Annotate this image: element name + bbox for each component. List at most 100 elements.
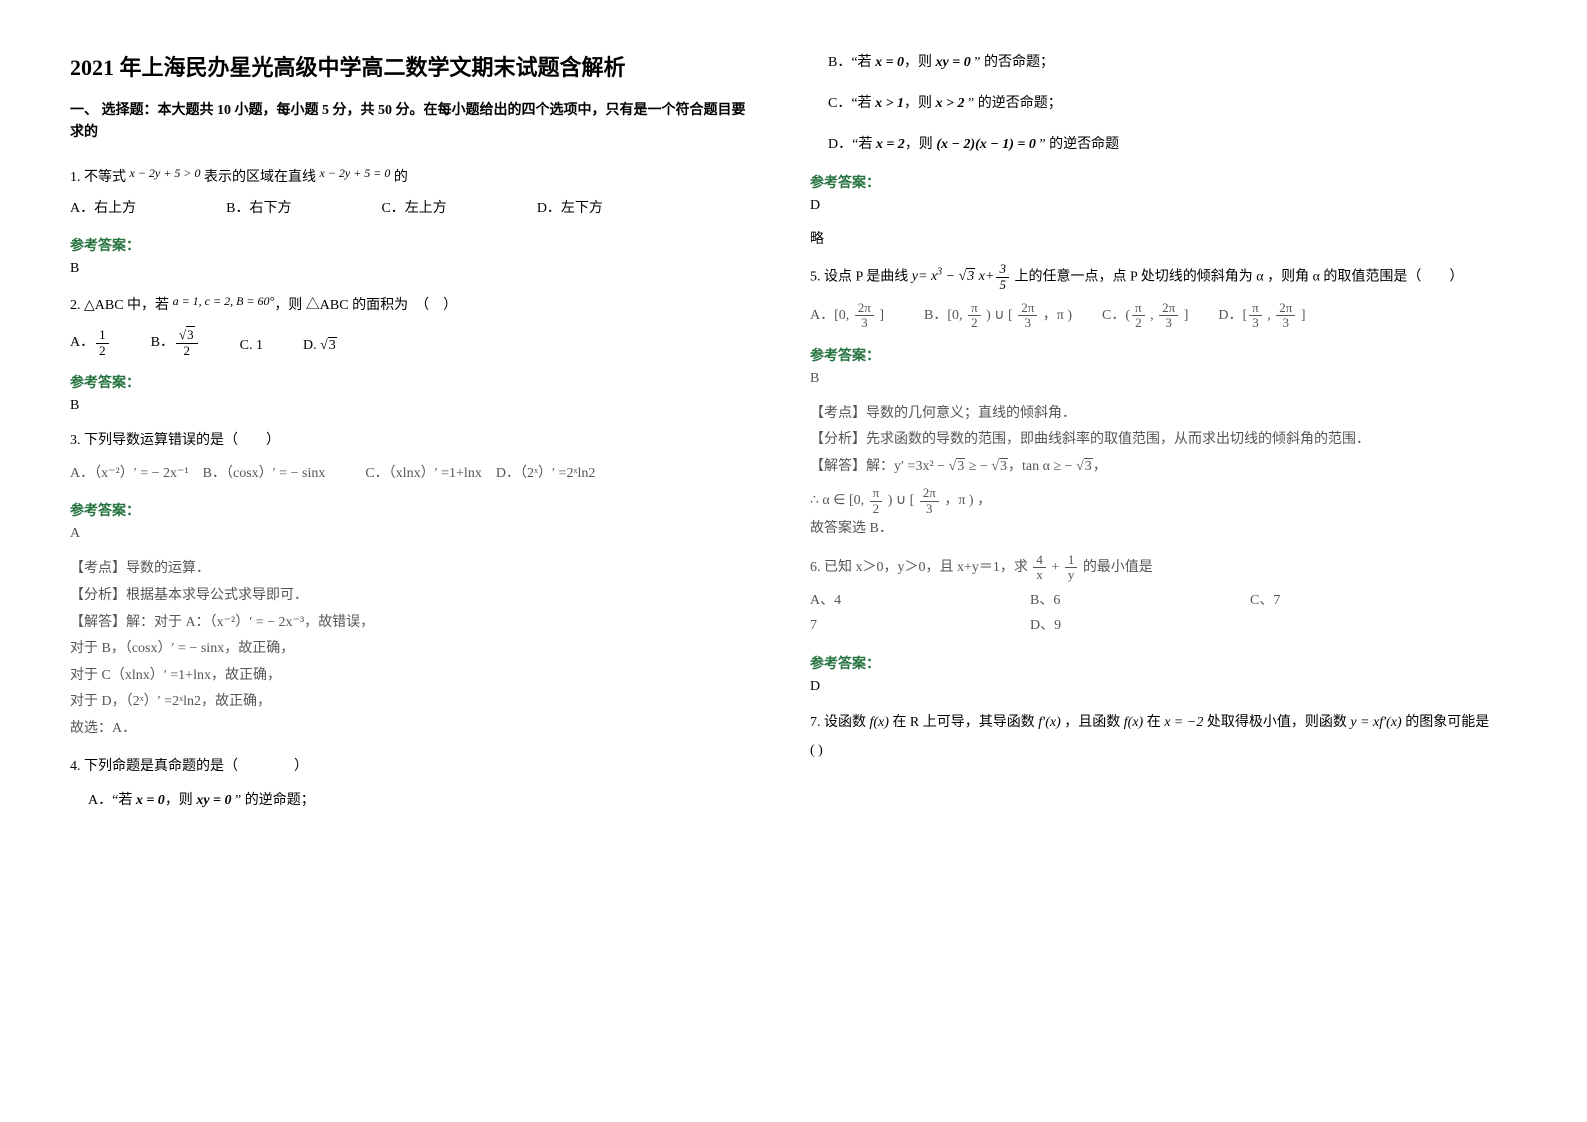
question-5: 5. 设点 P 是曲线 y= x3 − 3 x+35 上的任意一点，点 P 处切… [810,262,1490,331]
q6-optD: D、9 [1030,613,1061,638]
q4-optB-mid: ，则 [904,55,936,70]
q4-x2: x = 2 [876,137,905,152]
q7-yexpr: y = xf′(x) [1350,715,1401,730]
q4-answer-label: 参考答案： [810,172,1490,192]
q5-curve: y= x3 − 3 x+35 [912,269,1011,284]
question-3: 3. 下列导数运算错误的是（ ） A．（x⁻²）′ = − 2x⁻¹ B．（co… [70,428,750,486]
q7-fpx1: f′(x) [1038,715,1061,730]
q1-stem-pre: 1. 不等式 [70,170,130,185]
q6-optC2: 7 [810,613,1030,638]
q1-expr2: x − 2y + 5 = 0 [319,166,390,180]
q5-optD: D．[π3 , 2π3 ] [1218,301,1305,331]
q3-optD: D．（2ˣ）′ =2ˣln2 [496,461,596,486]
q4-optB-xy0: xy = 0 [936,55,971,70]
q5-optB: B．[0, π2 ) ∪ [ 2π3 ，π ) [924,301,1072,331]
q6-answer-label: 参考答案： [810,653,1490,673]
q5-sol-l2-post: ，π ) ， [941,493,991,508]
q4-xgt1: x > 1 [875,96,904,111]
question-4-cont: B．“若 x = 0，则 xy = 0 ” 的否命题； C．“若 x > 1，则… [810,50,1490,158]
q3-optB: B．（cosx）′ = − sinx [203,461,326,486]
q1-answer: B [70,261,750,277]
q2-optD: D. 3 [303,333,337,358]
q5-optD-label: D． [1218,308,1242,323]
q4-eq: (x − 2)(x − 1) = 0 [936,137,1036,152]
q7-m3: 在 [1143,715,1164,730]
q4-stem: 4. 下列命题是真命题的是（ ） [70,754,750,779]
q5-optA: A．[0, 2π3 ] [810,301,884,331]
q4-optA-post: ” 的逆命题； [232,793,315,808]
question-4: 4. 下列命题是真命题的是（ ） A．“若 x = 0，则 xy = 0 ” 的… [70,754,750,812]
q2-cond: a = 1, c = 2, B = 60° [173,294,275,308]
q5-sol-l3: 故答案选 B． [810,516,1490,543]
page-title: 2021 年上海民办星光高级中学高二数学文期末试题含解析 [70,50,750,82]
q1-stem-post: 的 [390,170,408,185]
q5-optA-label: A． [810,308,834,323]
q2-optC: C. 1 [240,333,263,358]
q1-optD: D．左下方 [537,196,603,221]
q4-optA-pre: A．“若 [88,793,136,808]
q2-answer-label: 参考答案： [70,372,750,392]
q1-optB: B．右下方 [226,196,291,221]
q6-stem-post: 的最小值是 [1079,560,1153,575]
q7-xm2: x = −2 [1164,715,1203,730]
q5-optC: C．(π2 , 2π3 ] [1102,301,1188,331]
question-6: 6. 已知 x＞0，y＞0，且 x+y＝1，求 4x + 1y 的最小值是 A、… [810,553,1490,639]
q5-optB-label: B． [924,308,947,323]
q5-sol-l1: 【解答】解：y′ =3x² − 3 ≥ − 3，tan α ≥ − 3， [810,454,1490,481]
q5-sol-l1-end: ， [1093,459,1107,474]
q5-answer-label: 参考答案： [810,345,1490,365]
q3-stem: 3. 下列导数运算错误的是（ ） [70,428,750,453]
q7-fx2: f(x) [1124,715,1143,730]
q3-optC: C．（xlnx）′ =1+lnx [365,461,481,486]
q3-optA: A．（x⁻²）′ = − 2x⁻¹ [70,461,189,486]
q3-sol-l3: 对于 C（xlnx）′ =1+lnx，故正确， [70,663,750,690]
q4-brief: 略 [810,228,1490,248]
q5-stem-post: 上的任意一点，点 P 处切线的倾斜角为 α ，则角 α 的取值范围是（ ） [1011,269,1463,284]
question-2: 2. △ABC 中，若 a = 1, c = 2, B = 60°，则 △ABC… [70,291,750,358]
q5-sol-l2-pre: ∴ α ∈ [0, [810,493,868,508]
q7-stem-pre: 7. 设函数 [810,715,870,730]
q4-optC-mid: ，则 [904,96,936,111]
q5-sol-l2-mid: ) ∪ [ [884,493,918,508]
q3-sol-l4: 对于 D，（2ˣ）′ =2ˣln2，故正确， [70,689,750,716]
section-header: 一、 选择题：本大题共 10 小题，每小题 5 分，共 50 分。在每小题给出的… [70,100,750,145]
q3-sol-l5: 故选：A． [70,716,750,743]
q3-point: 【考点】导数的运算． [70,556,750,583]
q4-optA-mid: ，则 [165,793,197,808]
q1-answer-label: 参考答案： [70,235,750,255]
q4-optD-post: ” 的逆否命题 [1036,137,1119,152]
q1-stem-mid: 表示的区域在直线 [200,170,319,185]
q3-answer: A [70,526,750,542]
q5-sol-l1-mid: ≥ − [965,459,991,474]
q2-optB-label: B． [151,335,174,350]
q6-optB: B、6 [1030,588,1250,613]
q4-answer: D [810,198,1490,214]
q5-sol-l1-post: ，tan α ≥ − [1008,459,1076,474]
q5-sol-l2: ∴ α ∈ [0, π2 ) ∪ [ 2π3 ，π ) ， [810,486,1490,516]
q4-xgt2: x > 2 [936,96,965,111]
q2-answer: B [70,398,750,414]
q2-optA: A．12 [70,328,111,358]
question-7: 7. 设函数 f(x) 在 R 上可导，其导函数 f′(x) ，且函数 f(x)… [810,709,1490,765]
q2-stem-pre: 2. △ABC 中，若 [70,298,173,313]
q5-optC-label: C． [1102,308,1125,323]
q5-stem-pre: 5. 设点 P 是曲线 [810,269,912,284]
q1-expr1: x − 2y + 5 > 0 [130,166,201,180]
q2-optD-label: D. [303,338,320,353]
q3-sol-l1: 【解答】解：对于 A：（x⁻²）′ = − 2x⁻³，故错误， [70,610,750,637]
q4-optB-post: ” 的否命题； [971,55,1054,70]
q1-optC: C．左上方 [381,196,446,221]
q6-answer: D [810,679,1490,695]
question-1: 1. 不等式 x − 2y + 5 > 0 表示的区域在直线 x − 2y + … [70,163,750,221]
q4-xy0: xy = 0 [196,793,231,808]
q7-fx1: f(x) [870,715,889,730]
q4-x0: x = 0 [136,793,165,808]
q6-optC: C、7 [1250,588,1280,613]
q5-sol-l1-pre: 【解答】解：y′ =3x² − [810,459,949,474]
q5-point: 【考点】导数的几何意义；直线的倾斜角． [810,401,1490,428]
q4-optC-pre: C．“若 [828,96,875,111]
q2-stem-post: ，则 △ABC 的面积为 （ ） [274,298,457,313]
q6-optA: A、4 [810,588,1030,613]
q5-analysis: 【分析】先求函数的导数的范围，即曲线斜率的取值范围，从而求出切线的倾斜角的范围． [810,427,1490,454]
q1-optA: A．右上方 [70,196,136,221]
